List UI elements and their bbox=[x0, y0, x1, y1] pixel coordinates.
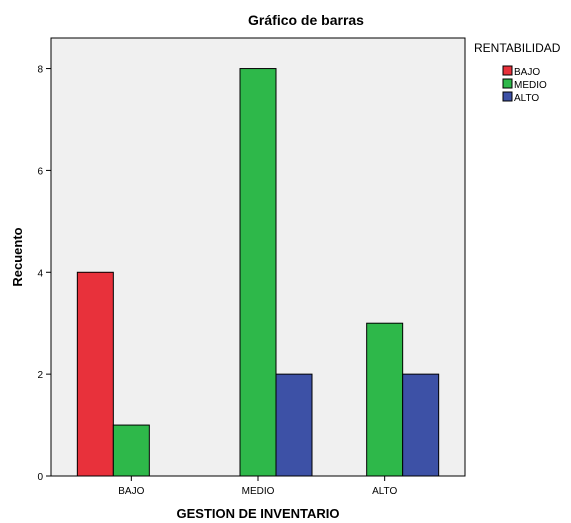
y-tick-label: 4 bbox=[37, 268, 43, 279]
y-axis: 0 2 4 6 8 bbox=[37, 65, 51, 483]
legend-swatch-bajo bbox=[503, 66, 512, 75]
legend: RENTABILIDAD BAJO MEDIO ALTO bbox=[474, 41, 561, 104]
legend-label-medio: MEDIO bbox=[514, 80, 547, 91]
bar-medio-alto bbox=[276, 374, 312, 476]
legend-label-bajo: BAJO bbox=[514, 67, 540, 78]
x-axis: BAJO MEDIO ALTO bbox=[118, 476, 397, 497]
x-tick-label: MEDIO bbox=[242, 486, 275, 497]
legend-swatch-alto bbox=[503, 92, 512, 101]
y-tick-label: 8 bbox=[37, 65, 43, 76]
chart-title: Gráfico de barras bbox=[248, 12, 364, 28]
legend-label-alto: ALTO bbox=[514, 93, 539, 104]
x-axis-title: GESTION DE INVENTARIO bbox=[177, 506, 340, 521]
y-tick-label: 2 bbox=[37, 370, 43, 381]
y-axis-title: Recuento bbox=[10, 227, 25, 286]
bar-bajo-bajo bbox=[77, 272, 113, 476]
legend-title: RENTABILIDAD bbox=[474, 41, 561, 55]
legend-swatch-medio bbox=[503, 79, 512, 88]
x-tick-label: ALTO bbox=[372, 486, 397, 497]
bar-alto-medio bbox=[367, 323, 403, 476]
bar-medio-medio bbox=[240, 69, 276, 476]
x-tick-label: BAJO bbox=[118, 486, 144, 497]
y-tick-label: 6 bbox=[37, 166, 43, 177]
bar-bajo-medio bbox=[113, 425, 149, 476]
y-tick-label: 0 bbox=[37, 472, 43, 483]
bar-alto-alto bbox=[403, 374, 439, 476]
